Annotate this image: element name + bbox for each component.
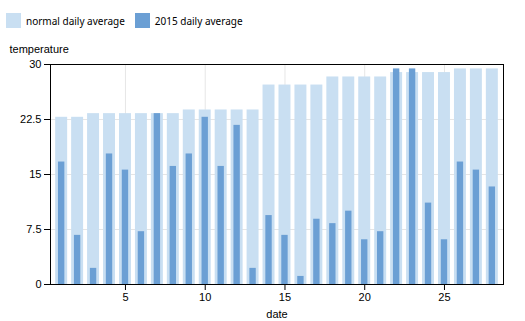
svg-text:date: date xyxy=(266,308,287,320)
svg-text:22.5: 22.5 xyxy=(20,113,41,125)
svg-text:15: 15 xyxy=(279,291,291,303)
svg-text:0: 0 xyxy=(35,278,41,290)
html-text:2015 daily average: 2015 daily average xyxy=(154,13,243,28)
svg-text:temperature: temperature xyxy=(10,43,69,55)
svg-text:5: 5 xyxy=(122,291,128,303)
svg-text:30: 30 xyxy=(29,58,41,70)
svg-text:20: 20 xyxy=(359,291,371,303)
svg-text:15: 15 xyxy=(29,168,41,180)
svg-text:25: 25 xyxy=(438,291,450,303)
svg-text:7.5: 7.5 xyxy=(26,223,41,235)
svg-text:10: 10 xyxy=(199,291,211,303)
html-text:normal daily average: normal daily average xyxy=(26,13,125,28)
